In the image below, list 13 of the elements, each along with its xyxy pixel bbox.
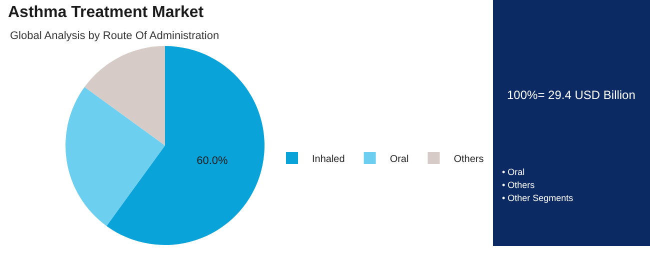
text: • Other Segments (502, 193, 574, 203)
legend-label: Oral (390, 154, 409, 165)
text: 100%= 29.4 USD Billion (507, 88, 636, 102)
text: • Oral (502, 167, 525, 177)
pie-slice (66, 87, 165, 226)
data-label: 60.0% (196, 154, 228, 167)
pie-slice (84, 46, 165, 146)
text: • Others (502, 180, 536, 190)
chart-subtitle: Global Analysis by Route Of Administration (10, 30, 220, 42)
legend-label: Inhaled (312, 154, 345, 165)
pie-slice (106, 46, 264, 245)
chart-title: Asthma Treatment Market (8, 4, 204, 22)
legend-label: Others (454, 154, 484, 165)
